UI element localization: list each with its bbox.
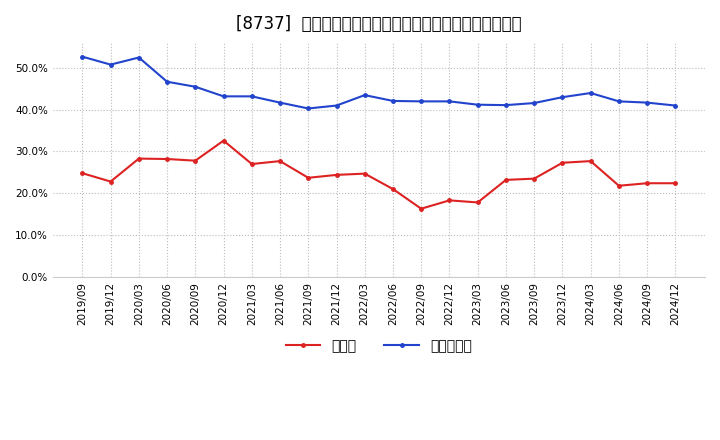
現頲金	[163, 156, 171, 161]
現頲金	[276, 158, 284, 164]
有利子負債	[361, 92, 369, 98]
Title: [8737]  現預金、有利子負債の総資産に対する比率の推移: [8737] 現預金、有利子負債の総資産に対する比率の推移	[236, 15, 522, 33]
現頲金	[502, 177, 510, 183]
現頲金	[389, 187, 397, 192]
有利子負債	[389, 98, 397, 103]
現頲金	[220, 138, 228, 143]
有利子負債	[615, 99, 624, 104]
現頲金	[361, 171, 369, 176]
現頲金	[473, 200, 482, 205]
現頲金	[135, 156, 143, 161]
現頲金	[191, 158, 199, 163]
現頲金	[107, 179, 115, 184]
有利子負債	[107, 62, 115, 67]
有利子負債	[473, 102, 482, 107]
現頲金	[417, 206, 426, 211]
有利子負債	[502, 103, 510, 108]
有利子負債	[163, 79, 171, 84]
現頲金	[615, 183, 624, 188]
現頲金	[332, 172, 341, 177]
有利子負債	[191, 84, 199, 89]
有利子負債	[220, 94, 228, 99]
有利子負債	[304, 106, 312, 111]
現頲金	[304, 175, 312, 180]
有利子負債	[530, 100, 539, 106]
有利子負債	[417, 99, 426, 104]
現頲金	[558, 160, 567, 165]
現頲金	[248, 161, 256, 167]
有利子負債	[445, 99, 454, 104]
現頲金	[586, 158, 595, 164]
有利子負債	[586, 90, 595, 95]
現頲金	[530, 176, 539, 181]
有利子負債	[558, 95, 567, 100]
現頲金	[78, 171, 86, 176]
有利子負債	[248, 94, 256, 99]
現頲金	[445, 198, 454, 203]
有利子負債	[78, 54, 86, 59]
現頲金	[643, 180, 652, 186]
Line: 有利子負債: 有利子負債	[81, 55, 677, 110]
Legend: 現頲金, 有利子負債: 現頲金, 有利子負債	[280, 334, 477, 359]
有利子負債	[276, 100, 284, 105]
有利子負債	[643, 100, 652, 105]
Line: 現頲金: 現頲金	[81, 139, 677, 210]
有利子負債	[135, 55, 143, 60]
現頲金	[671, 180, 680, 186]
有利子負債	[332, 103, 341, 108]
有利子負債	[671, 103, 680, 108]
